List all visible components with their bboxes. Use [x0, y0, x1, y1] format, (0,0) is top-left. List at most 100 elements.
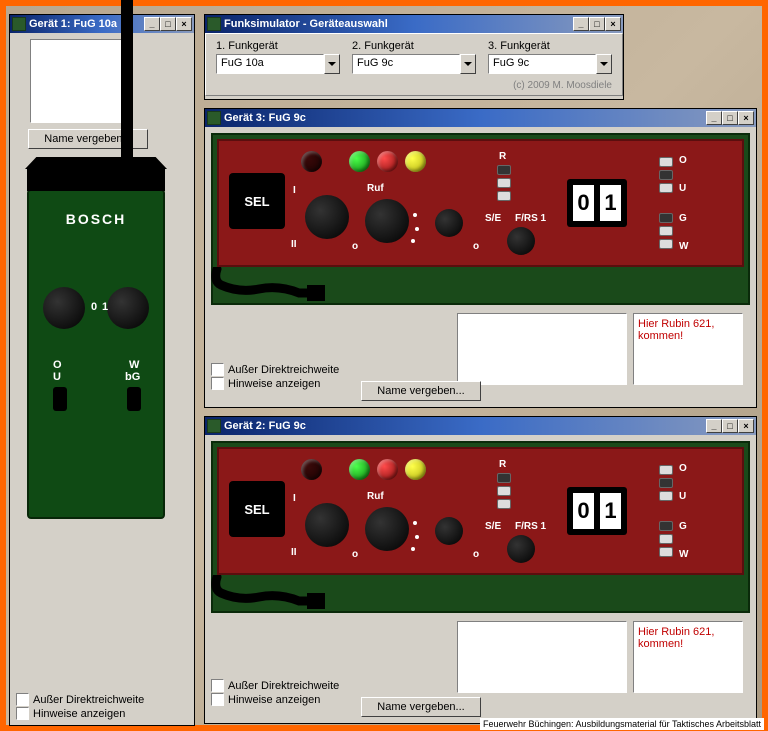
close-button[interactable]: ×: [605, 17, 621, 31]
knob-label-1: 1: [102, 301, 108, 313]
ruf-knob[interactable]: [365, 507, 409, 551]
label-bG: bG: [125, 371, 140, 383]
digit-1[interactable]: 1: [599, 492, 622, 530]
label-R: R: [499, 151, 506, 162]
msg-box-l[interactable]: [457, 313, 627, 385]
minimize-button[interactable]: _: [706, 419, 722, 433]
label-FRS1: F/RS 1: [515, 213, 546, 224]
msg-box-r[interactable]: Hier Rubin 621, kommen!: [633, 621, 743, 693]
sel-label-1: 1. Funkgerät: [216, 40, 340, 52]
switch-R[interactable]: [497, 165, 511, 201]
handheld-top: [27, 167, 165, 191]
titlebar-selector: Funksimulator - Geräteauswahl _ □ ×: [205, 15, 623, 33]
radio-fug9c: SEL I II Ruf o o R S/E: [211, 441, 750, 613]
titlebar-device-1: Gerät 1: FuG 10a _ □ ×: [10, 15, 194, 33]
minimize-button[interactable]: _: [573, 17, 589, 31]
digit-0[interactable]: 0: [572, 492, 595, 530]
chk-label-2: Hinweise anzeigen: [33, 708, 125, 720]
led-green: [349, 459, 370, 480]
maximize-button[interactable]: □: [722, 111, 738, 125]
label-O2: O: [679, 155, 687, 166]
titlebar-device-2: Gerät 2: FuG 9c _ □ ×: [205, 417, 756, 435]
label-II: II: [291, 547, 297, 558]
switch-R[interactable]: [497, 473, 511, 509]
close-button[interactable]: ×: [738, 419, 754, 433]
label-o-right: o: [473, 549, 479, 560]
led-red: [377, 459, 398, 480]
label-O: O: [53, 359, 62, 371]
digit-0[interactable]: 0: [572, 184, 595, 222]
sel-label-2: 2. Funkgerät: [352, 40, 476, 52]
channel-knob-1[interactable]: [435, 209, 463, 237]
combo-3[interactable]: FuG 9c: [488, 54, 612, 74]
switch-GW[interactable]: [659, 521, 673, 557]
digit-1[interactable]: 1: [599, 184, 622, 222]
label-SE: S/E: [485, 213, 501, 224]
minimize-button[interactable]: _: [706, 111, 722, 125]
combo-1[interactable]: FuG 10a: [216, 54, 340, 74]
label-G: G: [679, 521, 687, 532]
chk-direktreichweite[interactable]: [211, 679, 224, 692]
chk-hinweise[interactable]: [211, 693, 224, 706]
maximize-button[interactable]: □: [589, 17, 605, 31]
title-text: Funksimulator - Geräteauswahl: [224, 18, 573, 30]
mode-knob[interactable]: [305, 195, 349, 239]
chk-direktreichweite[interactable]: [211, 363, 224, 376]
combo-3-btn[interactable]: [596, 54, 612, 74]
chk-label-2: Hinweise anzeigen: [228, 378, 320, 390]
copyright: (c) 2009 M. Moosdiele: [216, 80, 612, 91]
volume-knob[interactable]: [43, 287, 85, 329]
label-I: I: [293, 493, 296, 504]
window-selector: Funksimulator - Geräteauswahl _ □ × 1. F…: [204, 14, 624, 100]
minimize-button[interactable]: _: [144, 17, 160, 31]
combo-2[interactable]: FuG 9c: [352, 54, 476, 74]
digit-group: 0 1: [567, 487, 627, 535]
maximize-button[interactable]: □: [722, 419, 738, 433]
name-assign-button[interactable]: Name vergeben...: [361, 381, 481, 401]
led-yellow: [405, 459, 426, 480]
combo-3-value: FuG 9c: [488, 54, 596, 74]
se-knob[interactable]: [507, 227, 535, 255]
switch-OU[interactable]: [659, 465, 673, 501]
switch-right[interactable]: [127, 387, 141, 411]
maximize-button[interactable]: □: [160, 17, 176, 31]
label-U: U: [679, 183, 686, 194]
led-power: [301, 459, 322, 480]
label-U: U: [53, 371, 61, 383]
device3-checks: Außer Direktreichweite Hinweise anzeigen: [211, 363, 339, 391]
name-assign-button[interactable]: Name vergeben...: [361, 697, 481, 717]
combo-2-btn[interactable]: [460, 54, 476, 74]
se-knob[interactable]: [507, 535, 535, 563]
selector-panel: 1. Funkgerät FuG 10a 2. Funkgerät FuG 9c…: [205, 33, 623, 96]
switch-left[interactable]: [53, 387, 67, 411]
sel-box[interactable]: SEL: [229, 481, 285, 537]
chk-direktreichweite[interactable]: [16, 693, 29, 706]
msg-box-r[interactable]: Hier Rubin 621, kommen!: [633, 313, 743, 385]
channel-knob[interactable]: [107, 287, 149, 329]
chk-hinweise[interactable]: [16, 707, 29, 720]
close-button[interactable]: ×: [738, 111, 754, 125]
switch-OU[interactable]: [659, 157, 673, 193]
label-o-left: o: [352, 549, 358, 560]
mode-knob[interactable]: [305, 503, 349, 547]
handheld-body: BOSCH 0 1 O U W bG: [27, 189, 165, 519]
chk-hinweise[interactable]: [211, 377, 224, 390]
led-red: [377, 151, 398, 172]
switch-GW[interactable]: [659, 213, 673, 249]
sel-box[interactable]: SEL: [229, 173, 285, 229]
channel-knob-1[interactable]: [435, 517, 463, 545]
ruf-knob[interactable]: [365, 199, 409, 243]
label-W: W: [679, 549, 688, 560]
red-control-panel: SEL I II Ruf o o R S/E: [217, 447, 744, 575]
knob-label-0: 0: [91, 301, 97, 313]
msg-box-l[interactable]: [457, 621, 627, 693]
close-button[interactable]: ×: [176, 17, 192, 31]
title-text: Gerät 3: FuG 9c: [224, 112, 706, 124]
label-U: U: [679, 491, 686, 502]
label-ruf: Ruf: [367, 183, 384, 194]
brand-label: BOSCH: [29, 211, 163, 227]
combo-2-value: FuG 9c: [352, 54, 460, 74]
combo-1-btn[interactable]: [324, 54, 340, 74]
label-I: I: [293, 185, 296, 196]
title-text: Gerät 2: FuG 9c: [224, 420, 706, 432]
